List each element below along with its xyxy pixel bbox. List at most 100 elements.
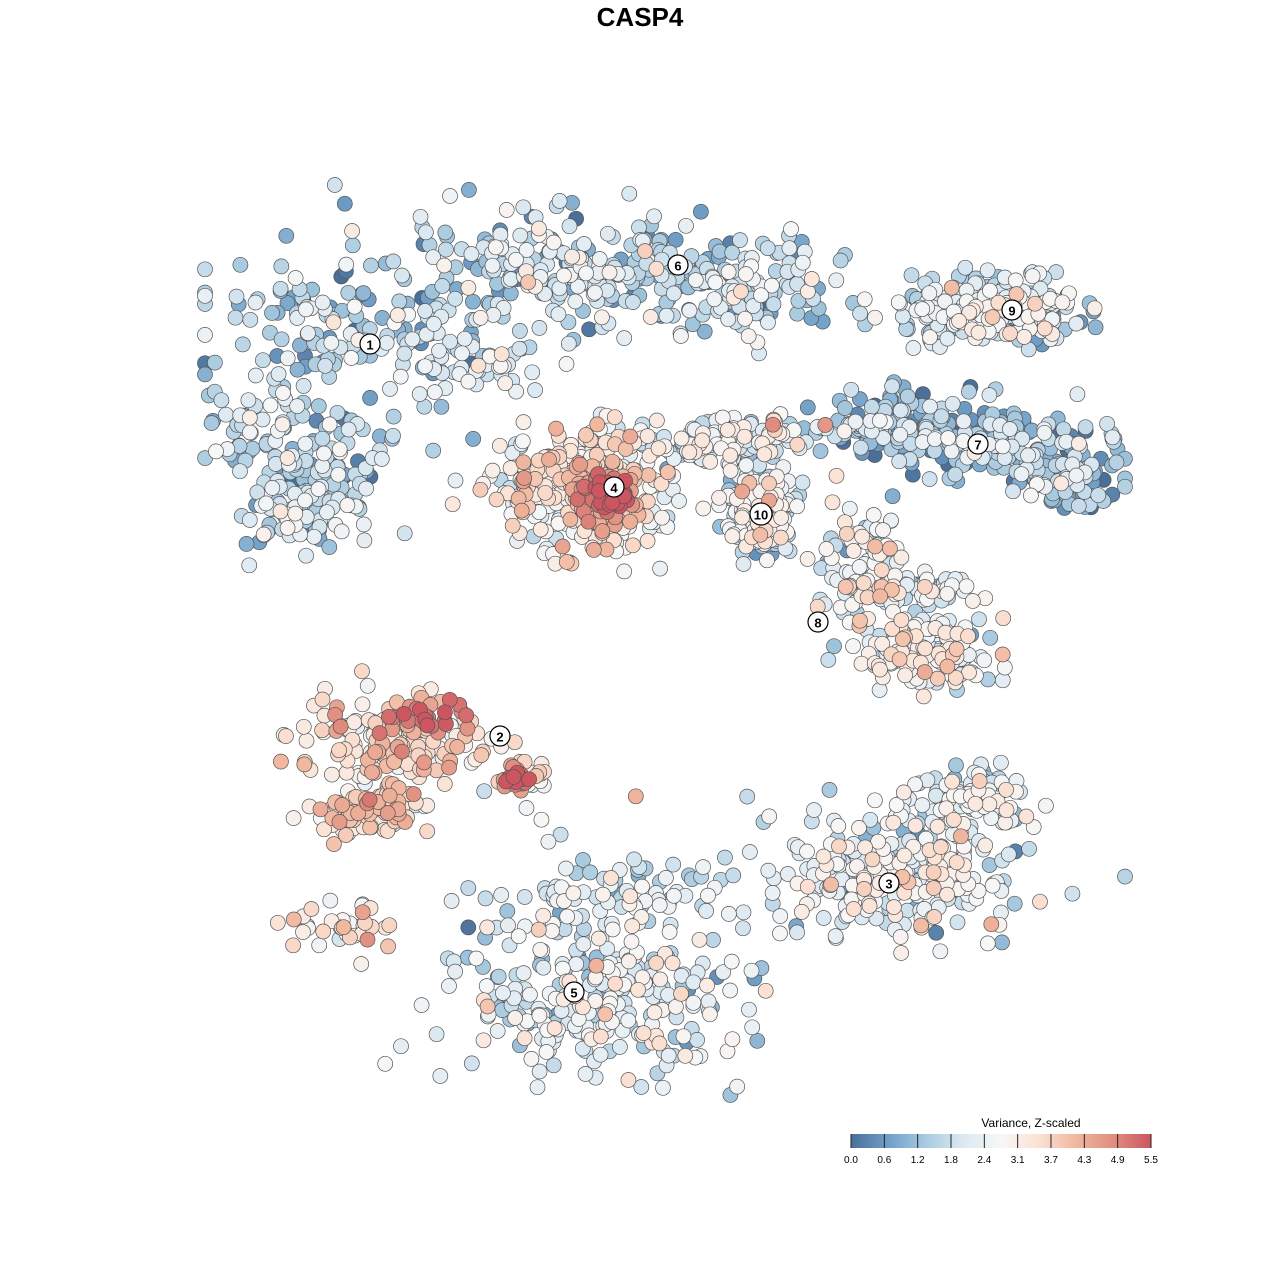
data-point [241,409,258,426]
data-point [851,559,868,575]
data-point [706,291,723,308]
data-point [338,827,354,843]
data-point [255,352,271,369]
data-point [863,399,880,415]
data-point [508,251,524,268]
data-point [333,523,350,540]
data-point [350,805,367,822]
data-point [591,251,608,267]
data-point [541,451,557,468]
data-point [865,507,882,523]
data-point [317,357,334,374]
data-point [699,977,715,994]
data-point [944,395,961,412]
data-point [377,1055,394,1072]
data-point [417,303,433,319]
data-point [552,826,569,843]
data-point [334,797,351,813]
data-point [454,345,470,362]
data-point [558,860,574,877]
data-point [545,234,562,251]
data-point [830,818,847,834]
data-point [627,788,644,805]
data-point [218,406,234,423]
data-point [381,787,398,804]
cluster-label-text: 1 [366,338,373,353]
data-point [895,784,912,801]
data-point [241,512,258,528]
data-point [867,309,883,326]
data-point [743,962,760,979]
data-point [272,503,289,520]
data-point [472,481,489,498]
data-point [702,1006,718,1023]
data-point [589,416,606,433]
data-point [603,870,619,886]
data-point [468,950,485,967]
data-point [314,430,331,447]
data-point [470,357,487,374]
data-point [1071,435,1087,452]
data-point [838,525,855,542]
data-point [274,416,291,433]
data-point [475,1032,492,1049]
data-point [794,474,811,491]
data-point [594,523,611,539]
data-point [957,259,974,276]
colorbar-tick-label: 4.9 [1111,1155,1125,1166]
data-point [961,664,977,681]
data-point [344,223,360,239]
data-point [742,844,758,860]
data-point [595,886,611,903]
data-point [783,221,799,237]
data-point [531,1007,548,1024]
data-point [575,999,591,1016]
data-point [379,805,396,821]
data-point [803,271,820,287]
data-point [875,522,891,538]
data-point [634,878,650,895]
data-point [232,463,248,480]
data-point [630,981,646,998]
data-point [381,917,398,934]
data-point [576,236,592,252]
data-point [659,464,676,481]
data-point [852,439,869,456]
data-point [665,856,682,873]
data-point [789,498,805,515]
data-point [197,366,213,383]
data-point [744,1019,761,1036]
data-point [355,285,372,301]
data-point [359,931,376,948]
data-point [364,764,380,781]
data-point [498,202,515,218]
data-point [773,529,789,546]
data-point [671,493,687,509]
data-point [998,781,1014,798]
data-point [314,691,331,708]
data-point [514,433,531,450]
data-point [894,308,911,325]
data-point [1087,319,1104,336]
data-point [779,866,796,882]
data-point [444,496,461,513]
data-point [944,773,961,790]
data-point [932,839,949,855]
data-point [340,421,357,438]
data-point [897,667,913,684]
data-point [871,412,888,429]
data-point [640,467,657,483]
data-point [597,1006,614,1023]
data-point [385,253,402,270]
data-point [943,279,960,296]
data-point [761,808,778,825]
data-point [895,631,911,647]
data-point [321,416,338,433]
data-point [857,839,873,856]
data-point [841,500,858,517]
data-point [828,467,845,484]
data-point [735,920,751,937]
data-point [658,307,675,324]
data-point [310,481,327,497]
data-point [831,838,847,855]
